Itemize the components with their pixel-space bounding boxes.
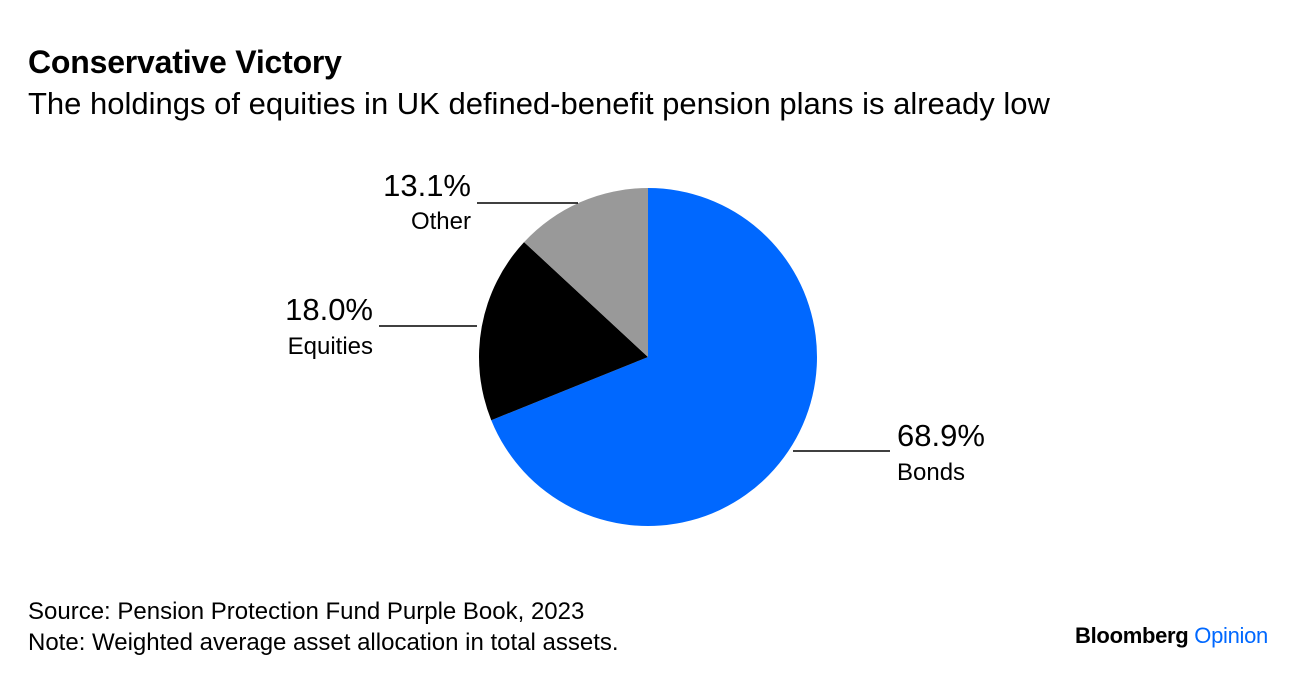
source-note: Source: Pension Protection Fund Purple B… — [28, 598, 585, 625]
brand-logo: Bloomberg Opinion — [1075, 623, 1268, 649]
brand-name: Bloomberg — [1075, 623, 1189, 648]
pie-slice-bonds — [491, 188, 817, 526]
slice-name-label-other: Other — [411, 208, 471, 235]
footnote: Note: Weighted average asset allocation … — [28, 629, 619, 656]
chart-title: Conservative Victory — [28, 44, 342, 80]
slice-name-label-equities: Equities — [288, 333, 373, 360]
slice-value-label-other: 13.1% — [383, 168, 471, 203]
slice-value-label-bonds: 68.9% — [897, 418, 985, 453]
brand-section: Opinion — [1194, 623, 1268, 648]
pie-slice-equities — [478, 242, 648, 421]
chart-footer: Source: Pension Protection Fund Purple B… — [28, 596, 619, 658]
chart-subtitle: The holdings of equities in UK defined-b… — [28, 86, 1050, 121]
slice-name-label-bonds: Bonds — [897, 459, 965, 486]
slice-value-label-equities: 18.0% — [285, 292, 373, 327]
pie-slice-other — [524, 188, 648, 357]
